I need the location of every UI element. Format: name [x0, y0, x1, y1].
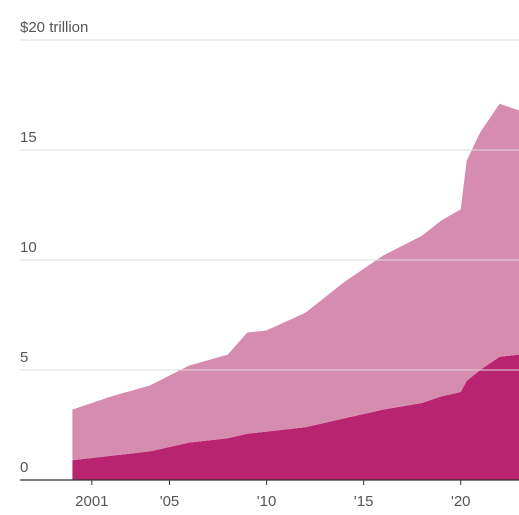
- x-tick-label: '05: [160, 493, 180, 510]
- y-tick-label: 5: [20, 349, 28, 366]
- x-tick-label: '15: [354, 493, 374, 510]
- x-tick-label: '10: [257, 493, 277, 510]
- y-tick-label: 0: [20, 459, 28, 476]
- area: [72, 354, 519, 480]
- y-tick-label: 10: [20, 239, 37, 256]
- y-tick-label: $20 trillion: [20, 19, 88, 36]
- x-tick-label: '20: [451, 493, 471, 510]
- x-tick-label: 2001: [75, 493, 108, 510]
- area: [72, 103, 519, 461]
- y-tick-label: 15: [20, 129, 37, 146]
